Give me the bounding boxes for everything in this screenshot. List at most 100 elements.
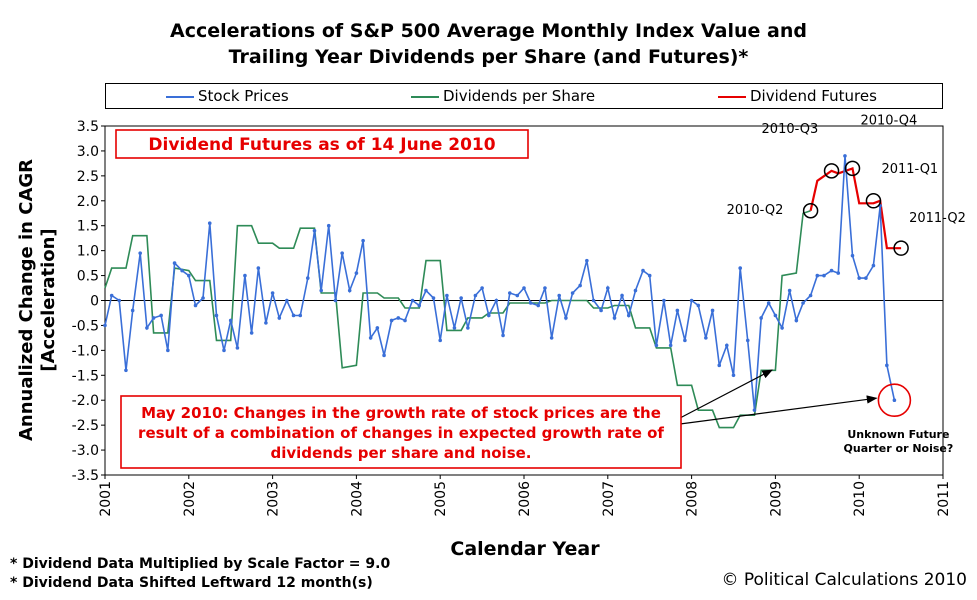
chart-title: Accelerations of S&P 500 Average Monthly…	[0, 18, 977, 70]
data-point-stock-prices	[201, 296, 205, 300]
data-point-stock-prices	[578, 283, 582, 288]
legend-swatch-dividends	[411, 95, 439, 98]
legend-label-dividends: Dividends per Share	[443, 87, 596, 105]
data-point-stock-prices	[662, 298, 666, 303]
data-point-stock-prices	[417, 303, 422, 308]
may-note-line: dividends per share and noise.	[270, 444, 531, 462]
data-point-stock-prices	[724, 343, 729, 348]
data-point-stock-prices	[312, 228, 317, 233]
data-point-stock-prices	[340, 251, 344, 255]
y-tick-label: -1.0	[72, 343, 99, 359]
data-point-stock-prices	[892, 398, 897, 403]
data-point-stock-prices	[130, 308, 135, 313]
data-point-stock-prices	[731, 373, 736, 378]
data-point-stock-prices	[822, 273, 826, 278]
data-point-stock-prices	[291, 313, 296, 318]
data-point-stock-prices	[151, 316, 156, 320]
legend-swatch-dividend-futures	[718, 95, 746, 98]
x-axis-title: Calendar Year	[450, 538, 600, 560]
quarter-marker-circle	[823, 163, 840, 179]
data-point-stock-prices	[117, 298, 122, 303]
data-point-stock-prices	[787, 288, 792, 293]
data-point-stock-prices	[606, 286, 610, 290]
may-note-line: May 2010: Changes in the growth rate of …	[141, 404, 661, 422]
data-point-stock-prices	[801, 301, 805, 305]
data-point-stock-prices	[585, 258, 589, 263]
data-point-stock-prices	[109, 293, 114, 298]
y-tick-label: 3.0	[77, 144, 99, 160]
may-note-line: result of a combination of changes in ex…	[138, 424, 664, 442]
data-point-stock-prices	[103, 323, 107, 328]
y-tick-label: 2.5	[77, 169, 99, 185]
data-point-stock-prices	[285, 298, 289, 303]
data-point-stock-prices	[710, 308, 715, 313]
footnote-shift: * Dividend Data Shifted Leftward 12 mont…	[10, 575, 373, 591]
data-point-stock-prices	[536, 303, 541, 308]
data-point-stock-prices	[857, 276, 861, 280]
x-tick-label: 2001	[98, 481, 114, 517]
data-point-stock-prices	[375, 326, 380, 330]
data-point-stock-prices	[382, 353, 386, 358]
data-point-stock-prices	[564, 316, 568, 320]
arrow-to-highlight	[679, 395, 878, 425]
futures-title-box	[115, 129, 529, 159]
data-point-stock-prices	[507, 291, 512, 295]
data-point-stock-prices	[843, 154, 847, 158]
data-point-stock-prices	[319, 288, 324, 293]
y-tick-label: -3.0	[72, 443, 99, 459]
data-point-stock-prices	[759, 316, 763, 320]
y-axis-title-line-1: Annualized Change in CAGR	[16, 159, 37, 441]
data-point-stock-prices	[829, 268, 834, 273]
data-point-stock-prices	[647, 273, 652, 278]
data-point-stock-prices	[815, 273, 820, 278]
data-point-stock-prices	[466, 326, 470, 330]
unknown-note-line-1: Unknown Future	[847, 428, 949, 441]
x-tick-label: 2006	[517, 481, 533, 517]
data-point-stock-prices	[641, 268, 645, 273]
chart-title-line-1: Accelerations of S&P 500 Average Monthly…	[170, 20, 807, 42]
quarter-marker-circle	[802, 203, 819, 219]
data-point-stock-prices	[452, 326, 457, 330]
x-tick-label: 2003	[266, 481, 282, 517]
data-point-stock-prices	[305, 276, 310, 280]
x-tick-label: 2009	[768, 481, 784, 517]
y-tick-label: 0.5	[77, 269, 99, 285]
y-tick-label: -1.5	[72, 368, 99, 384]
data-point-stock-prices	[543, 286, 547, 290]
data-point-stock-prices	[222, 348, 226, 353]
legend-item-dividend-futures: Dividend Futures	[718, 87, 877, 105]
x-tick-label: 2008	[685, 481, 701, 517]
data-point-stock-prices	[620, 293, 624, 298]
y-tick-label: 2.0	[77, 194, 99, 210]
data-point-stock-prices	[549, 336, 554, 340]
marker-layer: 2010-Q2 2010-Q3 2010-Q4 2011-Q1 2011-Q2	[727, 113, 966, 256]
data-point-stock-prices	[668, 343, 673, 348]
may-note-box	[120, 395, 682, 469]
data-point-stock-prices	[249, 331, 254, 335]
chart-legend: Stock Prices Dividends per Share Dividen…	[105, 83, 943, 109]
y-tick-label: -2.0	[72, 393, 99, 409]
data-point-stock-prices	[354, 271, 359, 275]
y-tick-label: -2.5	[72, 418, 99, 434]
quarter-marker-label: 2011-Q2	[909, 211, 966, 226]
data-point-stock-prices	[528, 301, 533, 305]
data-point-stock-prices	[487, 313, 491, 318]
data-point-stock-prices	[515, 293, 520, 298]
legend-label-stock-prices: Stock Prices	[198, 87, 289, 105]
data-point-stock-prices	[557, 293, 561, 298]
highlight-circle	[877, 383, 912, 418]
data-point-stock-prices	[871, 263, 876, 268]
data-point-stock-prices	[347, 288, 352, 293]
y-axis-title-line-2: [Acceleration]	[38, 228, 59, 371]
x-tick-label: 2007	[601, 481, 617, 517]
data-point-stock-prices	[864, 276, 868, 280]
data-point-stock-prices	[396, 316, 401, 320]
data-point-stock-prices	[633, 288, 638, 293]
data-point-stock-prices	[780, 326, 784, 330]
data-point-stock-prices	[654, 343, 659, 348]
copyright-credit: © Political Calculations 2010	[721, 570, 967, 590]
quarter-marker-label: 2011-Q1	[881, 162, 938, 177]
data-point-stock-prices	[570, 291, 575, 295]
data-point-stock-prices	[333, 298, 338, 303]
data-point-stock-prices	[752, 408, 757, 412]
